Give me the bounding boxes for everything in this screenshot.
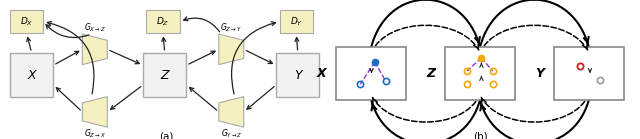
Text: X: X (28, 69, 36, 82)
Text: Y: Y (294, 69, 301, 82)
Text: $D_Z$: $D_Z$ (156, 15, 170, 28)
Text: $G_{Y\rightarrow Z}$: $G_{Y\rightarrow Z}$ (221, 127, 242, 139)
Text: $G_{X\rightarrow Z}$: $G_{X\rightarrow Z}$ (84, 22, 106, 34)
Polygon shape (219, 97, 244, 127)
Bar (554, 47, 624, 100)
Text: $G_{Z\rightarrow Y}$: $G_{Z\rightarrow Y}$ (220, 22, 242, 34)
Text: (a): (a) (159, 131, 173, 139)
Text: Y: Y (535, 67, 544, 80)
Text: $D_X$: $D_X$ (20, 15, 33, 28)
Polygon shape (83, 34, 108, 65)
Bar (143, 53, 186, 97)
Text: Z: Z (426, 67, 435, 80)
Text: $D_Y$: $D_Y$ (289, 15, 303, 28)
Text: Z: Z (161, 69, 169, 82)
Text: $G_{Z\rightarrow X}$: $G_{Z\rightarrow X}$ (84, 127, 106, 139)
Bar (10, 53, 53, 97)
Bar (336, 47, 406, 100)
Polygon shape (83, 97, 108, 127)
Bar (280, 10, 313, 33)
Polygon shape (219, 34, 244, 65)
Bar (147, 10, 180, 33)
Bar (445, 47, 515, 100)
Text: X: X (317, 67, 326, 80)
Bar (10, 10, 44, 33)
Bar (276, 53, 319, 97)
Text: (b): (b) (473, 131, 487, 139)
